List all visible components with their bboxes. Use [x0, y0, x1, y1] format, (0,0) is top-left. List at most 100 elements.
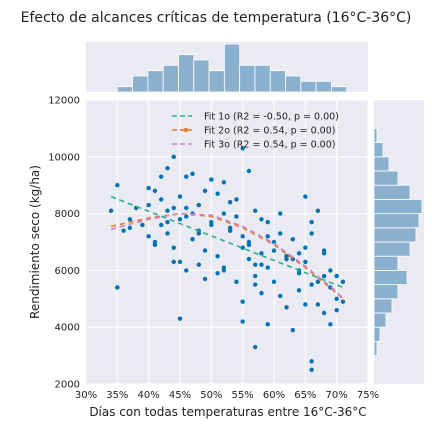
scatter-point — [340, 279, 346, 284]
x-hist-bar — [254, 64, 271, 93]
legend-label-2: Fit 2o (R2 = 0.54, p = 0.00) — [204, 126, 335, 137]
scatter-point — [253, 262, 258, 267]
scatter-point — [334, 296, 339, 301]
scatter-point — [184, 174, 189, 179]
scatter-point — [184, 268, 189, 273]
scatter-point — [115, 183, 120, 188]
top-histogram — [86, 42, 368, 93]
scatter-point — [221, 265, 227, 270]
scatter-point — [196, 231, 201, 236]
scatter-point — [315, 279, 321, 284]
x-hist-bar — [193, 59, 210, 93]
x-tick-label: 30% — [75, 390, 97, 401]
scatter-point — [309, 282, 314, 287]
scatter-point — [127, 217, 133, 222]
y-tick-label: 10000 — [48, 152, 80, 163]
scatter-point — [146, 234, 151, 239]
scatter-point — [202, 276, 208, 282]
y-hist-bar — [373, 127, 378, 143]
legend: Fit 1o (R2 = -0.50, p = 0.00) Fit 2o (R2 … — [172, 112, 339, 151]
x-hist-bar — [300, 80, 317, 93]
x-tick-label: 70% — [326, 390, 348, 401]
scatter-point — [265, 234, 270, 239]
y-hist-bar — [373, 340, 378, 356]
scatter-point — [127, 225, 133, 230]
y-tick-label: 12000 — [48, 96, 80, 107]
scatter-point — [240, 299, 245, 304]
scatter-point — [253, 208, 258, 213]
x-hist-bar — [315, 80, 332, 93]
scatter-point — [146, 185, 151, 191]
scatter-point — [190, 236, 195, 242]
scatter-point — [315, 208, 321, 213]
scatter-point — [246, 256, 252, 262]
x-tick-label: 35% — [106, 390, 128, 401]
scatter-point — [284, 305, 289, 310]
scatter-point — [165, 165, 170, 171]
y-tick-label: 6000 — [55, 266, 80, 277]
scatter-point — [259, 251, 264, 256]
y-hist-bar — [373, 142, 384, 158]
scatter-point — [296, 271, 302, 276]
y-tick-label: 2000 — [55, 380, 80, 391]
scatter-point — [146, 202, 151, 208]
x-hist-bar — [331, 86, 348, 93]
right-histogram — [373, 100, 424, 384]
scatter-point — [253, 344, 258, 350]
y-hist-bar — [373, 255, 399, 271]
scatter-point — [253, 273, 258, 279]
scatter-point — [309, 367, 314, 372]
scatter-point — [171, 259, 176, 265]
scatter-point — [278, 293, 283, 299]
scatter-points — [108, 146, 346, 372]
scatter-point — [202, 248, 208, 253]
y-hist-bar — [373, 284, 399, 300]
scatter-point — [115, 285, 120, 290]
x-hist-bar — [208, 70, 225, 93]
scatter-point — [108, 208, 114, 213]
scatter-point — [215, 254, 220, 259]
legend-label-3: Fit 3o (R2 = 0.54, p = 0.00) — [204, 140, 335, 151]
x-hist-bar — [132, 75, 149, 93]
y-hist-bar — [373, 241, 411, 257]
scatter-point — [321, 273, 327, 279]
scatter-point — [290, 327, 295, 333]
scatter-point — [121, 228, 126, 233]
x-tick-label: 65% — [294, 390, 316, 401]
scatter-point — [215, 271, 220, 276]
x-hist-bar — [223, 43, 241, 93]
scatter-point — [303, 245, 308, 250]
scatter-point — [303, 194, 308, 199]
x-hist-bar — [239, 64, 256, 93]
chart-title: Efecto de alcances críticas de temperatu… — [21, 10, 412, 26]
scatter-point — [159, 222, 164, 228]
scatter-point — [321, 310, 327, 316]
scatter-point — [140, 222, 145, 228]
scatter-point — [177, 194, 183, 199]
scatter-point — [177, 217, 183, 222]
scatter-point — [259, 290, 264, 296]
x-hist-bar — [285, 75, 302, 93]
scatter-point — [334, 307, 339, 313]
y-axis-label: Rendimiento seco (kg/ha) — [28, 165, 42, 319]
x-hist-bar — [162, 64, 179, 93]
y-hist-bar — [373, 312, 387, 328]
scatter-point — [165, 219, 170, 225]
scatter-point — [152, 188, 158, 194]
scatter-point — [265, 322, 270, 327]
scatter-point — [240, 319, 245, 324]
y-hist-bar — [373, 227, 417, 243]
scatter-point — [240, 146, 245, 151]
scatter-point — [234, 279, 239, 284]
scatter-point — [321, 251, 327, 256]
scatter-point — [165, 231, 170, 236]
scatter-point — [196, 202, 201, 208]
fit-line-3 — [110, 212, 344, 300]
scatter-point — [290, 236, 295, 242]
scatter-point — [209, 177, 214, 182]
x-hist-bar — [178, 54, 195, 93]
x-tick-label: 55% — [232, 390, 254, 401]
y-tick-label: 8000 — [55, 209, 80, 220]
scatter-point — [259, 217, 264, 222]
scatter-point — [253, 282, 258, 287]
